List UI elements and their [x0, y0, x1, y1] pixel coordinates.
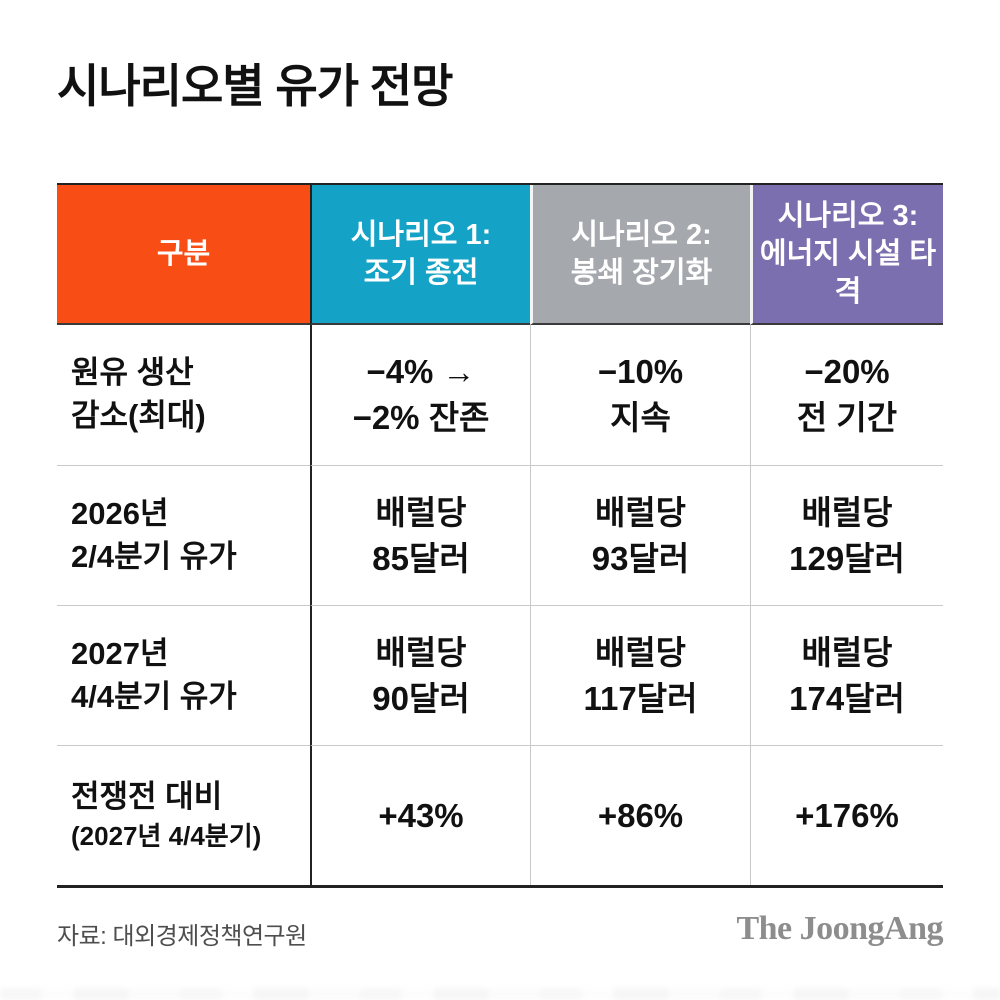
joongang-logo: The JoongAng — [736, 910, 943, 947]
header-cell-category: 구분 — [57, 185, 310, 325]
header-cell-scenario-3: 시나리오 3: 에너지 시설 타격 — [750, 185, 943, 325]
value-2027q4-scenario3: 배럴당 174달러 — [750, 605, 943, 745]
value-2026q2-scenario1: 배럴당 85달러 — [310, 465, 530, 605]
scenario2-line2: 봉쇄 장기화 — [570, 257, 713, 289]
row-label-vs-prewar: 전쟁전 대비 (2027년 4/4분기) — [57, 745, 310, 885]
row-label-2027-q4-price: 2027년 4/4분기 유가 — [57, 605, 310, 745]
page-title: 시나리오별 유가 전망 — [57, 60, 453, 112]
value-2027q4-scenario2: 배럴당 117달러 — [530, 605, 750, 745]
value-2026q2-scenario3: 배럴당 129달러 — [750, 465, 943, 605]
value-production-scenario3: −20% 전 기간 — [750, 325, 943, 465]
bottom-blur-strip — [0, 988, 1000, 1000]
row-label-production-decline: 원유 생산 감소(최대) — [57, 325, 310, 465]
scenario2-line1: 시나리오 2: — [571, 218, 712, 251]
value-prewar-scenario3: +176% — [750, 745, 943, 885]
scenario3-line1: 시나리오 3: — [777, 199, 919, 232]
scenario1-line2: 조기 종전 — [363, 257, 479, 289]
scenario-table: 구분 시나리오 1: 조기 종전 시나리오 2: 봉쇄 장기화 시나리오 3: … — [57, 183, 943, 888]
value-2027q4-scenario1: 배럴당 90달러 — [310, 605, 530, 745]
header-cell-scenario-1: 시나리오 1: 조기 종전 — [310, 185, 530, 325]
value-production-scenario1: −4% → −2% 잔존 — [310, 325, 530, 465]
row-label-2026-q2-price: 2026년 2/4분기 유가 — [57, 465, 310, 605]
scenario3-line2: 에너지 시설 타격 — [759, 237, 937, 309]
value-production-scenario2: −10% 지속 — [530, 325, 750, 465]
value-prewar-scenario2: +86% — [530, 745, 750, 885]
value-prewar-scenario1: +43% — [310, 745, 530, 885]
header-category-label: 구분 — [156, 237, 211, 270]
source-credit: 자료: 대외경제정책연구원 — [57, 923, 307, 950]
value-2026q2-scenario2: 배럴당 93달러 — [530, 465, 750, 605]
header-cell-scenario-2: 시나리오 2: 봉쇄 장기화 — [530, 185, 750, 325]
scenario1-line1: 시나리오 1: — [350, 218, 492, 251]
